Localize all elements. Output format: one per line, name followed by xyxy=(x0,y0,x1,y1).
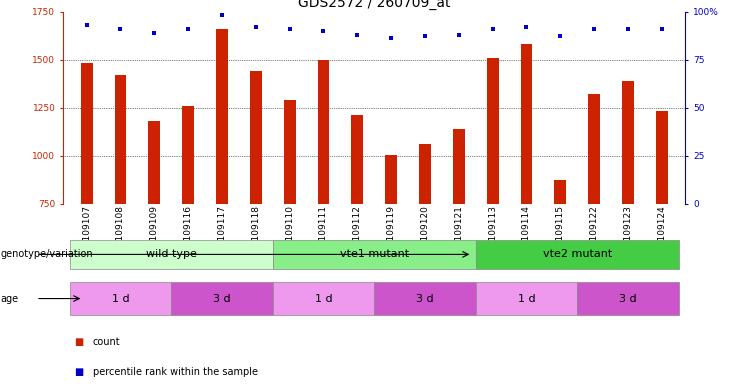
Bar xyxy=(656,111,668,204)
Point xyxy=(351,31,363,38)
Bar xyxy=(554,180,566,204)
Text: age: age xyxy=(1,293,19,304)
Bar xyxy=(453,129,465,204)
Bar xyxy=(250,71,262,204)
Bar xyxy=(351,115,363,204)
Bar xyxy=(148,121,160,204)
Bar xyxy=(622,81,634,204)
Point xyxy=(453,31,465,38)
Bar xyxy=(273,240,476,269)
Point xyxy=(656,26,668,32)
Point xyxy=(148,30,160,36)
Bar xyxy=(419,144,431,204)
Text: 3 d: 3 d xyxy=(619,293,637,304)
Bar xyxy=(216,29,228,204)
Bar xyxy=(70,240,273,269)
Bar xyxy=(70,282,171,315)
Bar xyxy=(171,282,273,315)
Text: 3 d: 3 d xyxy=(416,293,433,304)
Title: GDS2572 / 260709_at: GDS2572 / 260709_at xyxy=(298,0,451,10)
Bar xyxy=(577,282,679,315)
Bar xyxy=(520,44,532,204)
Bar xyxy=(476,240,679,269)
Point xyxy=(419,33,431,40)
Point xyxy=(216,12,228,18)
Point xyxy=(588,26,600,32)
Point xyxy=(554,33,566,40)
Bar xyxy=(182,106,194,204)
Point xyxy=(250,24,262,30)
Point xyxy=(182,26,194,32)
Point xyxy=(487,26,499,32)
Text: 1 d: 1 d xyxy=(112,293,130,304)
Point xyxy=(318,28,330,34)
Bar xyxy=(588,94,600,204)
Point xyxy=(520,24,532,30)
Text: vte2 mutant: vte2 mutant xyxy=(542,249,612,260)
Text: ■: ■ xyxy=(74,337,83,347)
Text: ■: ■ xyxy=(74,367,83,377)
Bar xyxy=(284,100,296,204)
Text: wild type: wild type xyxy=(146,249,196,260)
Bar xyxy=(385,155,397,204)
Bar xyxy=(81,63,93,204)
Point xyxy=(284,26,296,32)
Bar xyxy=(115,75,127,204)
Text: 1 d: 1 d xyxy=(518,293,535,304)
Text: genotype/variation: genotype/variation xyxy=(1,249,93,260)
Bar xyxy=(487,58,499,204)
Text: 3 d: 3 d xyxy=(213,293,230,304)
Bar xyxy=(318,60,330,204)
Point xyxy=(622,26,634,32)
Bar xyxy=(374,282,476,315)
Text: 1 d: 1 d xyxy=(315,293,332,304)
Point xyxy=(115,26,127,32)
Bar xyxy=(273,282,374,315)
Text: vte1 mutant: vte1 mutant xyxy=(339,249,409,260)
Point xyxy=(81,22,93,28)
Point xyxy=(385,35,397,41)
Bar xyxy=(476,282,577,315)
Text: percentile rank within the sample: percentile rank within the sample xyxy=(93,367,258,377)
Text: count: count xyxy=(93,337,120,347)
